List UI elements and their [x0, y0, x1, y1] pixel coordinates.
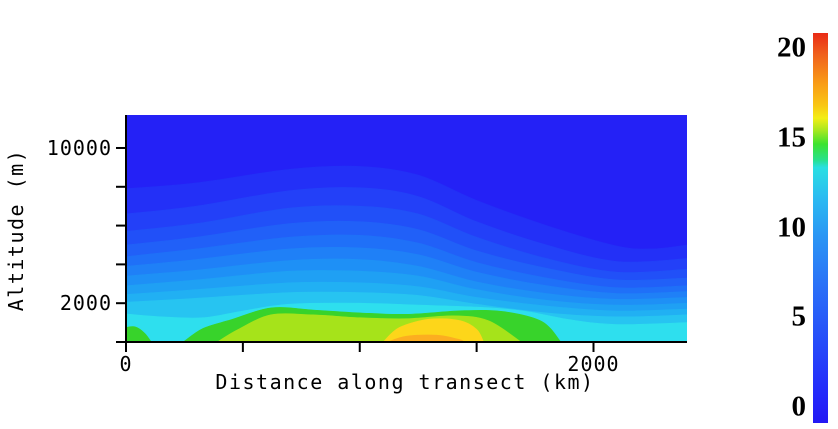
x-tick-label: 2000 [567, 352, 620, 376]
y-tick-label: 10000 [46, 135, 112, 160]
x-axis-label: Distance along transect (km) [215, 370, 595, 394]
colorbar-tick-label: 5 [791, 300, 807, 333]
y-axis-label: Altitude (m) [4, 148, 28, 312]
colorbar-tick-label: 20 [777, 31, 806, 64]
y-tick-label: 2000 [59, 291, 112, 316]
x-tick-label: 0 [119, 352, 133, 376]
axes [116, 115, 687, 352]
colorbar-tick-label: 0 [791, 390, 807, 423]
colorbar-tick-label: 15 [777, 121, 806, 154]
colorbar-tick-label: 10 [777, 211, 806, 243]
contour-field [126, 115, 687, 342]
colorbar [813, 33, 828, 423]
contour-band-15 [126, 326, 152, 342]
